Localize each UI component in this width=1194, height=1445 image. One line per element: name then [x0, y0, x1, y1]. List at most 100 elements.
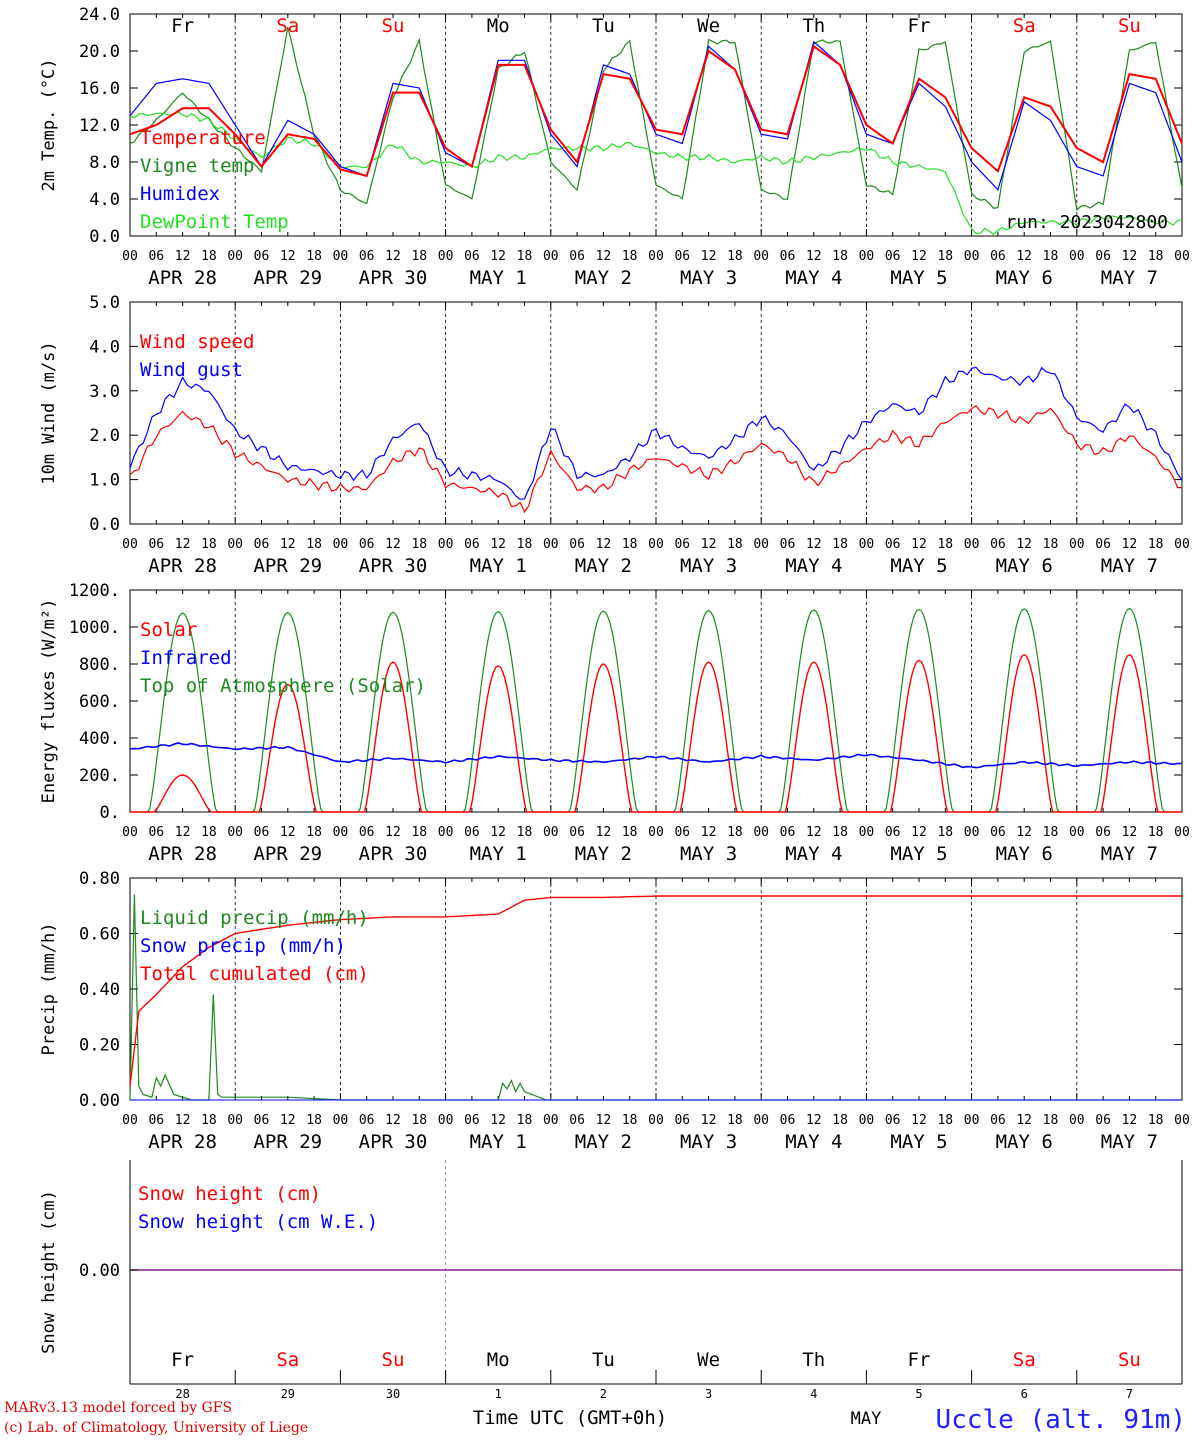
- wind-hour-label: 18: [517, 537, 533, 552]
- temp-hour-label: 18: [517, 249, 533, 264]
- temp-hour-label: 12: [1122, 249, 1138, 264]
- wind-hour-label: 12: [701, 537, 717, 552]
- precip-y-tick-label: 0.20: [79, 1036, 120, 1056]
- precip-hour-label: 06: [990, 1113, 1006, 1128]
- wind-hour-label: 18: [1148, 537, 1164, 552]
- day-number-label: 29: [281, 1387, 295, 1401]
- wind-legend-0: Wind speed: [140, 331, 254, 353]
- energy-date-label: APR 28: [148, 843, 217, 865]
- precip-date-label: MAY 7: [1101, 1131, 1158, 1153]
- energy-hour-label: 06: [148, 825, 164, 840]
- temp-hour-label: 18: [1043, 249, 1059, 264]
- energy-hour-label: 06: [1095, 825, 1111, 840]
- wind-date-label: MAY 7: [1101, 555, 1158, 577]
- wind-y-tick-label: 5.0: [89, 293, 120, 313]
- precip-hour-label: 12: [385, 1113, 401, 1128]
- energy-y-axis-title: Energy fluxes (W/m²): [39, 599, 59, 804]
- precip-hour-label: 06: [885, 1113, 901, 1128]
- precip-hour-label: 06: [464, 1113, 480, 1128]
- temp-hour-label: 12: [385, 249, 401, 264]
- precip-hour-label: 12: [1122, 1113, 1138, 1128]
- temp-hour-label: 12: [911, 249, 927, 264]
- wind-hour-label: 18: [411, 537, 427, 552]
- snow-weekday-label: Fr: [171, 1349, 194, 1371]
- temp-y-axis-title: 2m Temp. (°C): [39, 58, 59, 191]
- energy-hour-label: 18: [1043, 825, 1059, 840]
- day-number-label: 7: [1126, 1387, 1133, 1401]
- energy-hour-label: 12: [1122, 825, 1138, 840]
- temp-hour-label: 06: [990, 249, 1006, 264]
- temp-legend-0: Temperature: [140, 127, 266, 149]
- energy-date-label: MAY 7: [1101, 843, 1158, 865]
- temp-hour-label: 00: [964, 249, 980, 264]
- snow-weekday-label: Su: [382, 1349, 405, 1371]
- temp-date-label: MAY 6: [996, 267, 1053, 289]
- temp-legend-3: DewPoint Temp: [140, 211, 289, 233]
- energy-date-label: MAY 1: [470, 843, 527, 865]
- wind-hour-label: 06: [464, 537, 480, 552]
- temp-y-tick-label: 4.0: [89, 190, 120, 210]
- snow-legend-0: Snow height (cm): [138, 1183, 321, 1205]
- wind-y-tick-label: 3.0: [89, 382, 120, 402]
- energy-hour-label: 00: [648, 825, 664, 840]
- temp-hour-label: 12: [490, 249, 506, 264]
- temp-hour-label: 18: [201, 249, 217, 264]
- energy-hour-label: 00: [964, 825, 980, 840]
- energy-hour-label: 06: [569, 825, 585, 840]
- precip-hour-label: 06: [1095, 1113, 1111, 1128]
- energy-hour-label: 00: [543, 825, 559, 840]
- temp-weekday-label: Fr: [171, 15, 194, 37]
- temp-hour-label: 00: [1069, 249, 1085, 264]
- temp-hour-label: 00: [859, 249, 875, 264]
- temp-date-label: MAY 1: [470, 267, 527, 289]
- temp-weekday-label: Su: [1118, 15, 1141, 37]
- snow-y-tick-label: 0.00: [79, 1261, 120, 1281]
- temp-weekday-label: Sa: [1013, 15, 1036, 37]
- wind-hour-label: 00: [1069, 537, 1085, 552]
- wind-y-tick-label: 1.0: [89, 471, 120, 491]
- temp-date-label: MAY 3: [680, 267, 737, 289]
- wind-hour-label: 12: [1016, 537, 1032, 552]
- energy-y-tick-label: 0.: [100, 803, 120, 823]
- temp-legend-1: Vigne temp: [140, 155, 254, 177]
- temp-hour-label: 18: [306, 249, 322, 264]
- energy-hour-label: 12: [701, 825, 717, 840]
- precip-hour-label: 00: [648, 1113, 664, 1128]
- precip-hour-label: 12: [806, 1113, 822, 1128]
- wind-hour-label: 12: [911, 537, 927, 552]
- temp-weekday-label: Tu: [592, 15, 615, 37]
- snow-weekday-label: Tu: [592, 1349, 615, 1371]
- precip-hour-label: 06: [780, 1113, 796, 1128]
- temp-hour-label: 18: [727, 249, 743, 264]
- energy-hour-label: 00: [1069, 825, 1085, 840]
- energy-hour-label: 00: [333, 825, 349, 840]
- wind-hour-label: 12: [490, 537, 506, 552]
- temp-hour-label: 00: [543, 249, 559, 264]
- precip-hour-label: 12: [490, 1113, 506, 1128]
- precip-hour-label: 18: [1148, 1113, 1164, 1128]
- precip-hour-label: 18: [832, 1113, 848, 1128]
- temp-hour-label: 06: [674, 249, 690, 264]
- precip-hour-label: 00: [1174, 1113, 1190, 1128]
- temp-date-label: APR 29: [253, 267, 322, 289]
- energy-date-label: MAY 2: [575, 843, 632, 865]
- energy-legend-2: Top of Atmosphere (Solar): [140, 675, 426, 697]
- wind-hour-label: 12: [596, 537, 612, 552]
- energy-hour-label: 12: [280, 825, 296, 840]
- precip-hour-label: 00: [753, 1113, 769, 1128]
- precip-date-label: APR 28: [148, 1131, 217, 1153]
- energy-hour-label: 12: [1016, 825, 1032, 840]
- wind-date-label: APR 29: [253, 555, 322, 577]
- temp-series-3: [129, 111, 1183, 236]
- run-label: run: 2023042800: [1005, 212, 1168, 233]
- precip-y-tick-label: 0.40: [79, 980, 120, 1000]
- precip-hour-label: 12: [1016, 1113, 1032, 1128]
- precip-date-label: MAY 1: [470, 1131, 527, 1153]
- temp-date-label: APR 28: [148, 267, 217, 289]
- temp-hour-label: 12: [806, 249, 822, 264]
- temp-hour-label: 06: [254, 249, 270, 264]
- temp-y-tick-label: 16.0: [79, 79, 120, 99]
- wind-hour-label: 12: [1122, 537, 1138, 552]
- precip-hour-label: 00: [227, 1113, 243, 1128]
- energy-hour-label: 06: [780, 825, 796, 840]
